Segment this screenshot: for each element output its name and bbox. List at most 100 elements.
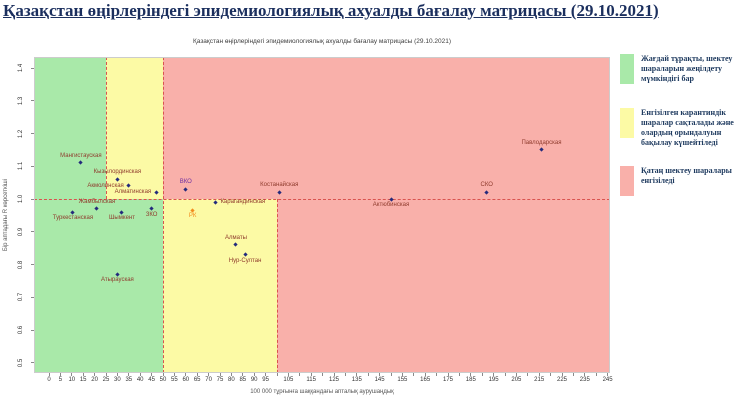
x-tick-mark bbox=[379, 373, 381, 376]
x-tick-label: 25 bbox=[102, 377, 110, 383]
x-tick-mark bbox=[572, 373, 574, 376]
x-tick-label: 165 bbox=[420, 377, 431, 383]
x-tick-mark bbox=[538, 373, 540, 376]
x-tick-label: 40 bbox=[136, 377, 144, 383]
x-tick-mark bbox=[584, 373, 586, 376]
x-tick-mark bbox=[447, 373, 449, 376]
page-title: Қазақстан өңірлеріндегі эпидемиологиялық… bbox=[3, 1, 659, 20]
legend-swatch bbox=[620, 54, 634, 84]
x-tick-label: 85 bbox=[239, 377, 247, 383]
x-tick-label: 75 bbox=[216, 377, 224, 383]
legend-swatch bbox=[620, 108, 634, 138]
x-tick-mark bbox=[504, 373, 506, 376]
x-tick-mark bbox=[48, 373, 50, 376]
y-tick-label: 0.5 bbox=[18, 358, 24, 367]
y-tick-label: 0.9 bbox=[18, 227, 24, 236]
x-tick-mark bbox=[458, 373, 460, 376]
y-tick-label: 1.4 bbox=[18, 63, 24, 73]
x-tick-label: 20 bbox=[91, 377, 98, 383]
zone-green-lower bbox=[34, 199, 163, 373]
x-tick-label: 205 bbox=[511, 377, 522, 383]
y-tick-mark bbox=[31, 329, 34, 331]
legend-item: Қатаң шектеу шаралары енгізіледі bbox=[620, 166, 738, 196]
y-tick-label: 0.6 bbox=[18, 325, 24, 335]
x-tick-mark bbox=[253, 373, 255, 376]
legend-text: Енгізілген карантиндік шаралар сақталады… bbox=[641, 108, 734, 147]
data-point-label: Туркестанская bbox=[52, 215, 94, 222]
x-tick-mark bbox=[94, 373, 96, 376]
x-tick-label: 30 bbox=[114, 377, 121, 383]
x-tick-mark bbox=[208, 373, 210, 376]
y-tick-mark bbox=[31, 296, 34, 298]
x-tick-label: 70 bbox=[205, 377, 212, 383]
x-tick-mark bbox=[162, 373, 164, 376]
x-tick-mark bbox=[493, 373, 495, 376]
x-tick-label: 35 bbox=[125, 377, 133, 383]
x-tick-label: 135 bbox=[351, 377, 362, 383]
x-tick-mark bbox=[173, 373, 175, 376]
x-tick-label: 195 bbox=[488, 377, 499, 383]
x-tick-mark bbox=[71, 373, 73, 376]
x-tick-label: 95 bbox=[262, 377, 269, 383]
y-tick-mark bbox=[31, 165, 34, 167]
zone-yellow-upper bbox=[106, 57, 163, 199]
zone-boundary-x25 bbox=[106, 57, 107, 199]
legend-item: Жағдай тұрақты, шектеу шараларын жеңілде… bbox=[620, 54, 738, 84]
x-axis-label: 100 000 тұрғынға шаққандағы апталық ауру… bbox=[250, 389, 394, 395]
data-point-label: ВКО bbox=[179, 179, 192, 186]
x-tick-label: 10 bbox=[68, 377, 76, 383]
x-tick-mark bbox=[242, 373, 244, 376]
data-point-label: Нур-Султан bbox=[228, 257, 262, 264]
x-tick-label: 65 bbox=[193, 377, 201, 383]
x-tick-label: 145 bbox=[374, 377, 385, 383]
data-point-label: Мангистауская bbox=[60, 152, 102, 159]
x-tick-mark bbox=[367, 373, 369, 376]
x-tick-mark bbox=[413, 373, 415, 376]
data-point-label: Акмолинская bbox=[87, 182, 124, 189]
x-tick-mark bbox=[265, 373, 267, 376]
y-tick-mark bbox=[31, 198, 34, 200]
chart-title: Қазақстан өңірлеріндегі эпидемиологиялық… bbox=[193, 38, 451, 45]
legend: Жағдай тұрақты, шектеу шараларын жеңілде… bbox=[620, 54, 738, 196]
x-tick-label: 15 bbox=[79, 377, 87, 383]
y-tick-label: 1.1 bbox=[18, 162, 24, 171]
data-point-label: Актюбинская bbox=[372, 202, 410, 208]
x-tick-mark bbox=[82, 373, 84, 376]
x-tick-label: 90 bbox=[250, 377, 258, 383]
x-tick-mark bbox=[595, 373, 597, 376]
y-tick-label: 0.7 bbox=[18, 293, 24, 302]
x-tick-mark bbox=[390, 373, 392, 376]
y-tick-label: 1.0 bbox=[18, 194, 24, 204]
x-tick-mark bbox=[105, 373, 107, 376]
y-tick-mark bbox=[31, 231, 34, 233]
y-tick-mark bbox=[31, 133, 34, 134]
x-tick-label: 45 bbox=[148, 377, 155, 383]
data-point-label: СКО bbox=[480, 182, 493, 189]
data-point-marker bbox=[388, 196, 394, 202]
x-tick-mark bbox=[607, 373, 609, 376]
data-point-label: Шымкент bbox=[108, 215, 135, 222]
x-tick-mark bbox=[139, 373, 141, 376]
y-tick-label: 0.8 bbox=[18, 260, 24, 269]
zone-boundary-x50 bbox=[163, 57, 164, 373]
x-tick-label: 185 bbox=[465, 377, 476, 383]
data-point-label: РК bbox=[188, 213, 197, 220]
data-point-label: Костанайская bbox=[260, 182, 299, 189]
x-tick-mark bbox=[481, 373, 483, 376]
data-point-label: Алматы bbox=[225, 234, 247, 241]
x-tick-label: 105 bbox=[283, 377, 294, 383]
x-tick-label: 55 bbox=[171, 377, 178, 383]
x-tick-mark bbox=[287, 373, 289, 376]
y-axis-label: Бір аптадағы R көрсеткіші bbox=[3, 178, 9, 252]
x-tick-label: 125 bbox=[328, 377, 339, 383]
y-tick-mark bbox=[31, 67, 34, 69]
data-point-label: Кызылординская bbox=[93, 169, 142, 176]
x-tick-mark bbox=[356, 373, 358, 376]
x-tick-mark bbox=[151, 373, 153, 376]
x-tick-mark bbox=[561, 373, 563, 376]
x-tick-mark bbox=[515, 373, 517, 376]
y-tick-mark bbox=[31, 362, 34, 364]
x-tick-mark bbox=[116, 373, 118, 376]
zone-red-lower bbox=[277, 199, 610, 373]
zone-green-upper bbox=[34, 57, 106, 199]
